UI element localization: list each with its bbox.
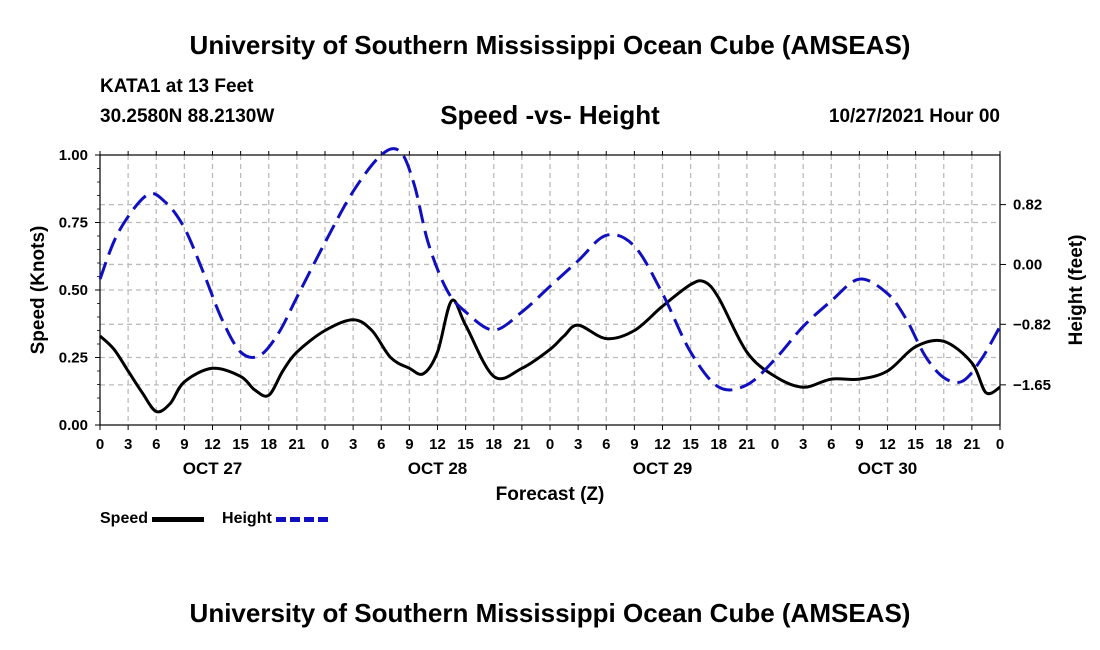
legend-height-label: Height <box>222 510 272 527</box>
x-tick-label: 6 <box>377 436 385 453</box>
x-day-label: OCT 27 <box>183 459 243 478</box>
y-tick-label-right: 0.82 <box>1013 197 1042 214</box>
station-name: KATA1 at 13 Feet <box>100 76 254 97</box>
x-tick-label: 3 <box>799 436 807 453</box>
x-tick-label: 12 <box>879 436 896 453</box>
x-day-label: OCT 29 <box>633 459 693 478</box>
y-tick-label-left: 0.25 <box>59 350 88 367</box>
x-tick-label: 9 <box>855 436 863 453</box>
x-tick-label: 21 <box>514 436 531 453</box>
x-tick-label: 0 <box>321 436 329 453</box>
series-line-speed <box>98 279 1001 414</box>
x-tick-label: 18 <box>260 436 277 453</box>
y-tick-label-left: 0.75 <box>59 215 88 232</box>
x-tick-label: 3 <box>574 436 582 453</box>
x-tick-label: 15 <box>457 436 474 453</box>
x-tick-label: 3 <box>124 436 132 453</box>
x-tick-label: 0 <box>996 436 1004 453</box>
x-tick-label: 6 <box>152 436 160 453</box>
x-tick-label: 18 <box>485 436 502 453</box>
x-tick-label: 9 <box>405 436 413 453</box>
x-tick-label: 15 <box>232 436 249 453</box>
y-tick-label-left: 0.00 <box>59 417 88 434</box>
y-tick-label-right: −0.82 <box>1013 316 1051 333</box>
x-tick-label: 15 <box>907 436 924 453</box>
legend-speed-swatch <box>152 516 205 522</box>
footer-title: University of Southern Mississippi Ocean… <box>189 598 911 628</box>
legend-speed-label: Speed <box>100 510 149 527</box>
series-line-height <box>98 147 1002 392</box>
x-day-label: OCT 28 <box>408 459 468 478</box>
legend-item-speed: Speed <box>100 510 205 528</box>
y-tick-label-left: 1.00 <box>59 147 88 164</box>
x-tick-label: 21 <box>739 436 756 453</box>
x-tick-label: 0 <box>96 436 104 453</box>
run-time: 10/27/2021 Hour 00 <box>828 106 1000 127</box>
x-tick-label: 0 <box>771 436 779 453</box>
x-tick-label: 18 <box>710 436 727 453</box>
x-tick-label: 9 <box>630 436 638 453</box>
x-tick-label: 3 <box>349 436 357 453</box>
x-tick-label: 21 <box>964 436 981 453</box>
chart-legend: Speed Height <box>100 510 346 528</box>
station-coordinates: 30.2580N 88.2130W <box>100 106 275 127</box>
page-title: University of Southern Mississippi Ocean… <box>189 30 911 60</box>
x-axis-title: Forecast (Z) <box>496 484 605 505</box>
y-axis-title-left: Speed (Knots) <box>28 226 49 355</box>
x-day-label: OCT 30 <box>858 459 918 478</box>
y-axis-title-right: Height (feet) <box>1066 235 1087 346</box>
y-tick-label-right: −1.65 <box>1013 377 1051 394</box>
chart-subtitle: Speed -vs- Height <box>440 100 660 130</box>
x-tick-label: 18 <box>935 436 952 453</box>
x-tick-label: 6 <box>827 436 835 453</box>
plot-frame <box>99 154 1001 426</box>
legend-height-swatch <box>275 516 328 522</box>
x-tick-label: 12 <box>429 436 446 453</box>
x-tick-label: 12 <box>654 436 671 453</box>
x-tick-label: 9 <box>180 436 188 453</box>
x-tick-label: 6 <box>602 436 610 453</box>
legend-item-height: Height <box>222 510 328 528</box>
x-tick-label: 21 <box>289 436 306 453</box>
y-tick-label-left: 0.50 <box>59 282 88 299</box>
x-tick-label: 0 <box>546 436 554 453</box>
x-tick-label: 15 <box>682 436 699 453</box>
x-tick-label: 12 <box>204 436 221 453</box>
y-tick-label-right: 0.00 <box>1013 256 1042 273</box>
